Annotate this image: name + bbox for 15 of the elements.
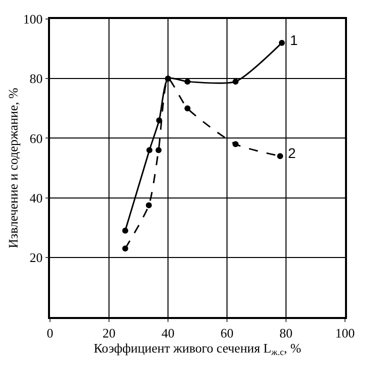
x-tick-label: 0 (46, 325, 54, 340)
y-tick-label: 80 (30, 71, 43, 86)
x-axis-title: Коэффициент живого сечения L$_{ж.с}$, % (94, 340, 302, 358)
y-axis-title: Извлечение и содержание, % (6, 88, 21, 248)
y-tick-label: 60 (30, 130, 43, 146)
series-label: 1 (290, 32, 298, 48)
x-tick-label: 60 (220, 325, 234, 340)
x-tick-label: 100 (335, 325, 355, 340)
y-tick-label: 20 (30, 250, 43, 265)
y-tick-label: 100 (23, 12, 43, 27)
y-tick-label: 40 (30, 190, 43, 206)
series-label: 2 (288, 145, 296, 161)
x-tick-label: 40 (162, 325, 174, 340)
x-tick-label: 20 (102, 325, 116, 340)
x-tick-label: 80 (280, 325, 292, 340)
